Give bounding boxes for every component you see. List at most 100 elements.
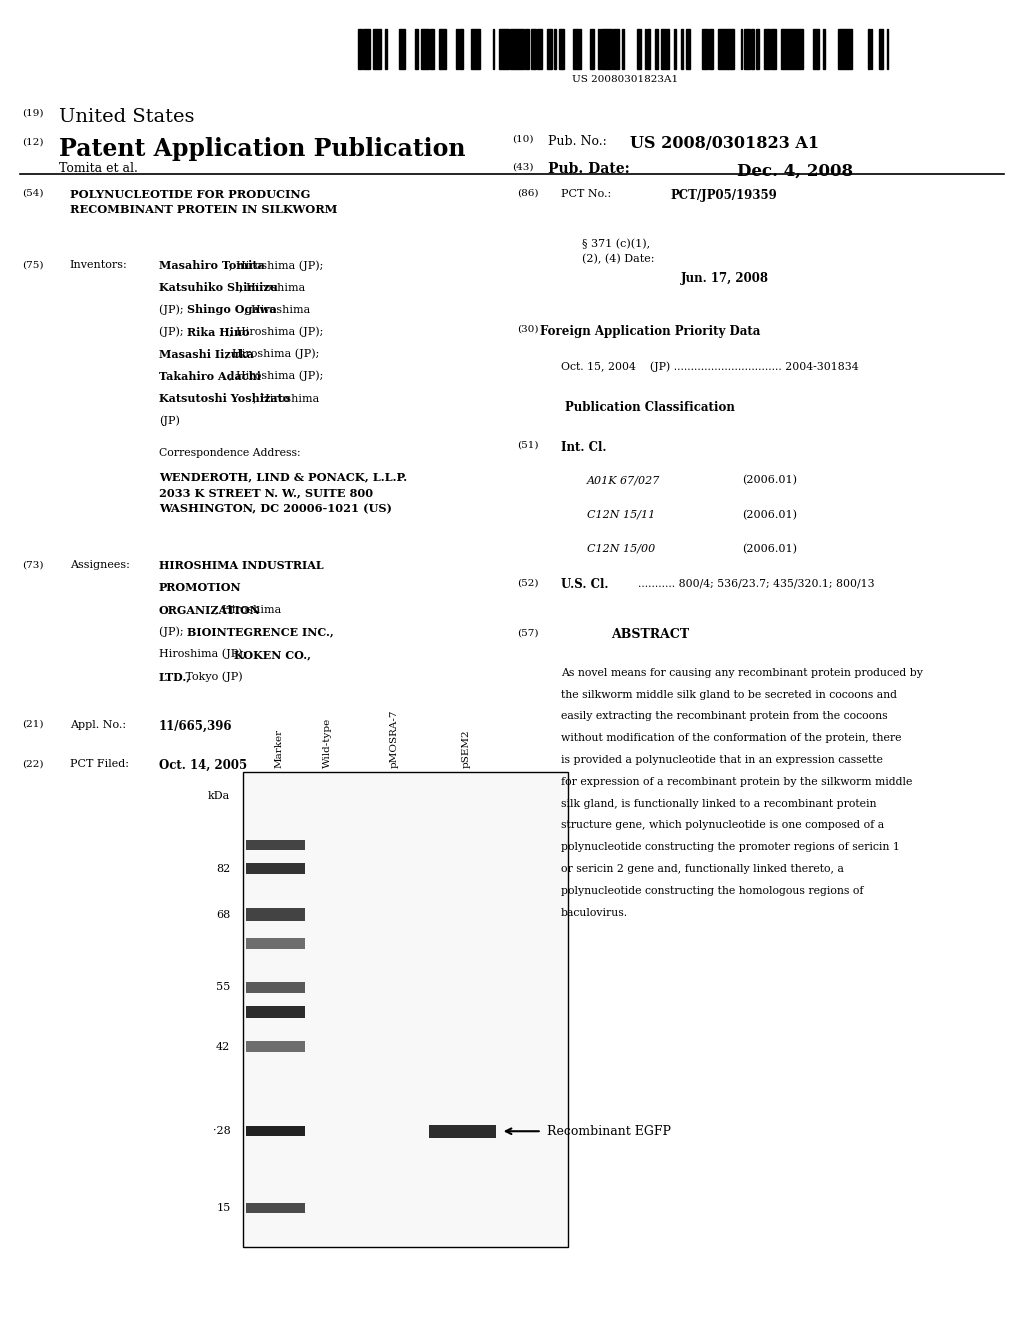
Bar xyxy=(578,29,582,69)
Bar xyxy=(415,29,417,69)
Bar xyxy=(741,29,742,69)
Text: (2006.01): (2006.01) xyxy=(742,510,798,520)
Text: , Hiroshima: , Hiroshima xyxy=(244,305,309,314)
Text: silk gland, is functionally linked to a recombinant protein: silk gland, is functionally linked to a … xyxy=(561,799,877,809)
Bar xyxy=(608,29,612,69)
Text: (22): (22) xyxy=(23,759,44,768)
Text: ........... 800/4; 536/23.7; 435/320.1; 800/13: ........... 800/4; 536/23.7; 435/320.1; … xyxy=(638,578,874,589)
Text: Tokyo (JP): Tokyo (JP) xyxy=(182,671,243,681)
Text: Correspondence Address:: Correspondence Address: xyxy=(159,447,300,458)
Text: US 2008/0301823 A1: US 2008/0301823 A1 xyxy=(630,135,819,152)
Bar xyxy=(752,29,754,69)
Text: Inventors:: Inventors: xyxy=(70,260,127,271)
Bar xyxy=(531,29,534,69)
Bar xyxy=(744,29,746,69)
Bar xyxy=(461,29,463,69)
Bar xyxy=(637,29,641,69)
Text: polynucleotide constructing the promoter regions of sericin 1: polynucleotide constructing the promoter… xyxy=(561,842,900,853)
Bar xyxy=(622,29,624,69)
Text: PROMOTION: PROMOTION xyxy=(159,582,242,594)
Bar xyxy=(817,29,819,69)
Bar xyxy=(534,29,536,69)
Bar xyxy=(647,29,649,69)
Bar xyxy=(243,772,568,1247)
Bar xyxy=(732,29,734,69)
Bar xyxy=(430,29,432,69)
Text: kDa: kDa xyxy=(208,791,230,801)
Text: United States: United States xyxy=(59,108,195,127)
Bar xyxy=(380,29,382,69)
Text: Int. Cl.: Int. Cl. xyxy=(561,441,606,454)
Bar xyxy=(823,29,825,69)
Bar xyxy=(471,29,473,69)
Bar xyxy=(555,29,556,69)
Text: Hiroshima (JP);: Hiroshima (JP); xyxy=(159,649,250,660)
Text: (2006.01): (2006.01) xyxy=(742,544,798,554)
Text: (12): (12) xyxy=(23,137,44,147)
Bar xyxy=(649,29,650,69)
Bar xyxy=(439,29,440,69)
Bar xyxy=(771,29,772,69)
Text: , Hiroshima: , Hiroshima xyxy=(239,282,305,292)
Text: easily extracting the recombinant protein from the cocoons: easily extracting the recombinant protei… xyxy=(561,711,888,722)
Text: ABSTRACT: ABSTRACT xyxy=(611,628,689,642)
Text: Shingo Ogawa: Shingo Ogawa xyxy=(187,305,276,315)
Bar xyxy=(417,29,418,69)
Bar xyxy=(572,29,577,69)
Text: Foreign Application Priority Data: Foreign Application Priority Data xyxy=(540,325,761,338)
Text: pSEM2: pSEM2 xyxy=(462,730,470,768)
Text: PCT Filed:: PCT Filed: xyxy=(70,759,129,770)
Text: (JP);: (JP); xyxy=(159,305,186,315)
Bar xyxy=(246,939,305,949)
Text: Oct. 15, 2004    (JP) ................................ 2004-301834: Oct. 15, 2004 (JP) .....................… xyxy=(561,362,859,372)
Text: KOKEN CO.,: KOKEN CO., xyxy=(234,649,311,660)
Bar xyxy=(373,29,375,69)
Text: (21): (21) xyxy=(23,719,44,729)
Bar xyxy=(499,29,506,69)
Bar xyxy=(524,29,528,69)
Text: Patent Application Publication: Patent Application Publication xyxy=(59,137,466,161)
Text: ORGANIZATION: ORGANIZATION xyxy=(159,605,260,615)
Bar xyxy=(719,29,720,69)
Text: Katsutoshi Yoshizato: Katsutoshi Yoshizato xyxy=(159,393,290,404)
Bar xyxy=(457,29,459,69)
Bar xyxy=(764,29,768,69)
Bar xyxy=(598,29,600,69)
Bar xyxy=(720,29,727,69)
Bar xyxy=(782,29,783,69)
Bar xyxy=(601,29,605,69)
Bar xyxy=(429,1125,496,1138)
Bar xyxy=(685,29,689,69)
Text: or sericin 2 gene and, functionally linked thereto, a: or sericin 2 gene and, functionally link… xyxy=(561,865,844,874)
Bar xyxy=(375,29,379,69)
Text: 15: 15 xyxy=(216,1203,230,1213)
Text: Recombinant EGFP: Recombinant EGFP xyxy=(547,1125,671,1138)
Text: , Hiroshima: , Hiroshima xyxy=(215,605,282,615)
Bar xyxy=(758,29,759,69)
Text: Pub. Date:: Pub. Date: xyxy=(548,162,630,177)
Bar xyxy=(657,29,658,69)
Text: ·28: ·28 xyxy=(213,1126,230,1137)
Text: (JP);: (JP); xyxy=(159,326,186,337)
Bar xyxy=(756,29,758,69)
Bar xyxy=(590,29,594,69)
Text: POLYNUCLEOTIDE FOR PRODUCING
RECOMBINANT PROTEIN IN SILKWORM: POLYNUCLEOTIDE FOR PRODUCING RECOMBINANT… xyxy=(70,189,337,215)
Bar xyxy=(606,29,608,69)
Bar xyxy=(493,29,494,69)
Bar xyxy=(768,29,770,69)
Text: Masashi Iizuka: Masashi Iizuka xyxy=(159,348,254,360)
Bar xyxy=(838,29,840,69)
Text: for expression of a recombinant protein by the silkworm middle: for expression of a recombinant protein … xyxy=(561,777,912,787)
Bar xyxy=(538,29,542,69)
Text: Appl. No.:: Appl. No.: xyxy=(70,719,126,730)
Text: C12N 15/00: C12N 15/00 xyxy=(587,544,655,554)
Bar xyxy=(674,29,676,69)
Bar xyxy=(548,29,552,69)
Text: A01K 67/027: A01K 67/027 xyxy=(587,475,660,486)
Text: Oct. 14, 2005: Oct. 14, 2005 xyxy=(159,759,247,772)
Text: the silkworm middle silk gland to be secreted in cocoons and: the silkworm middle silk gland to be sec… xyxy=(561,690,897,700)
Text: structure gene, which polynucleotide is one composed of a: structure gene, which polynucleotide is … xyxy=(561,821,885,830)
Text: § 371 (c)(1),
(2), (4) Date:: § 371 (c)(1), (2), (4) Date: xyxy=(582,239,654,264)
Bar xyxy=(772,29,776,69)
Bar xyxy=(746,29,751,69)
